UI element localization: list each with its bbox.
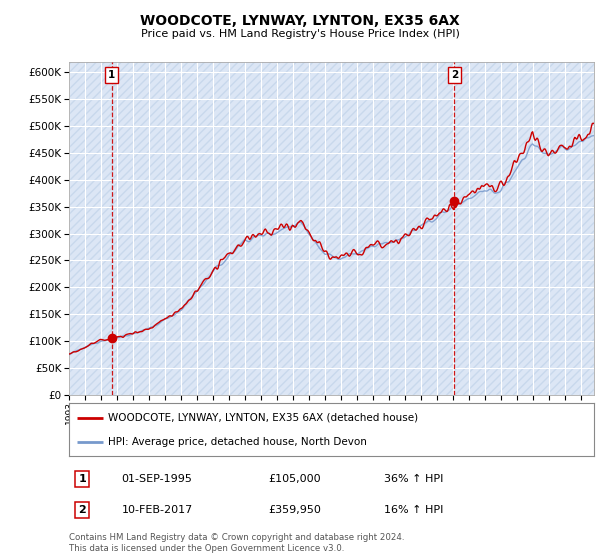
Text: 16% ↑ HPI: 16% ↑ HPI xyxy=(384,505,443,515)
Text: £359,950: £359,950 xyxy=(269,505,322,515)
Text: £105,000: £105,000 xyxy=(269,474,321,484)
Text: Price paid vs. HM Land Registry's House Price Index (HPI): Price paid vs. HM Land Registry's House … xyxy=(140,29,460,39)
Text: 01-SEP-1995: 01-SEP-1995 xyxy=(121,474,193,484)
Text: WOODCOTE, LYNWAY, LYNTON, EX35 6AX: WOODCOTE, LYNWAY, LYNTON, EX35 6AX xyxy=(140,14,460,28)
Text: Contains HM Land Registry data © Crown copyright and database right 2024.
This d: Contains HM Land Registry data © Crown c… xyxy=(69,533,404,553)
Text: WOODCOTE, LYNWAY, LYNTON, EX35 6AX (detached house): WOODCOTE, LYNWAY, LYNTON, EX35 6AX (deta… xyxy=(109,413,419,423)
Text: 2: 2 xyxy=(78,505,86,515)
Text: 2: 2 xyxy=(451,70,458,80)
Text: HPI: Average price, detached house, North Devon: HPI: Average price, detached house, Nort… xyxy=(109,437,367,447)
Text: 36% ↑ HPI: 36% ↑ HPI xyxy=(384,474,443,484)
Text: 1: 1 xyxy=(108,70,115,80)
Text: 1: 1 xyxy=(78,474,86,484)
Text: 10-FEB-2017: 10-FEB-2017 xyxy=(121,505,193,515)
